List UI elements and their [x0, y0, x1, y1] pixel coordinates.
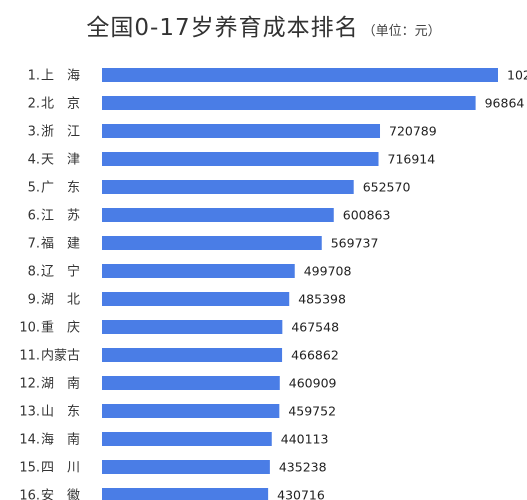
value-label: 467548	[291, 320, 339, 335]
category-label: 海 南	[41, 432, 80, 448]
value-label: 430716	[277, 488, 325, 500]
bar	[102, 180, 354, 194]
bar-row: 3. 浙 江 720789	[28, 124, 437, 140]
category-label: 浙 江	[41, 125, 80, 140]
bar-row: 14. 海 南 440113	[19, 432, 328, 448]
bar-row: 11. 内蒙古 466862	[19, 348, 338, 364]
rank-label: 16.	[19, 489, 40, 500]
rank-label: 3.	[28, 125, 40, 140]
value-label: 499708	[304, 264, 352, 279]
rank-label: 11.	[19, 349, 40, 364]
bar-row: 4. 天 津 716914	[28, 152, 436, 168]
bar	[102, 292, 290, 306]
bar	[102, 264, 295, 278]
value-label: 720789	[389, 124, 437, 139]
bar-row: 5. 广 东 652570	[28, 180, 411, 196]
bar	[102, 460, 270, 474]
value-label: 440113	[281, 432, 329, 447]
category-label: 四 川	[41, 461, 80, 476]
value-label: 435238	[279, 460, 327, 475]
bar-row: 1. 上 海 102	[28, 68, 527, 84]
bar-row: 15. 四 川 435238	[19, 460, 326, 476]
value-label: 569737	[331, 236, 379, 251]
chart-title: 全国0-17岁养育成本排名	[86, 15, 359, 41]
chart-title-block: 全国0-17岁养育成本排名 （单位：元）	[0, 8, 527, 42]
chart-subtitle: （单位：元）	[362, 24, 441, 39]
category-label: 上 海	[41, 69, 80, 84]
value-label: 652570	[363, 180, 411, 195]
category-label: 山 东	[41, 405, 80, 420]
category-label: 内蒙古	[41, 348, 80, 364]
bar	[102, 152, 379, 166]
bar	[102, 348, 283, 362]
bar	[102, 68, 498, 82]
value-label: 102	[507, 68, 527, 83]
rank-label: 12.	[19, 377, 40, 392]
value-label: 600863	[343, 208, 391, 223]
bar	[102, 208, 334, 222]
bar-row: 6. 江 苏 600863	[28, 208, 391, 224]
bar	[102, 236, 322, 250]
category-label: 福 建	[41, 237, 80, 252]
rank-label: 1.	[28, 69, 40, 84]
bar-row: 8. 辽 宁 499708	[28, 264, 352, 280]
bar-row: 16. 安 徽 430716	[19, 488, 325, 500]
value-label: 466862	[291, 348, 339, 363]
rank-label: 4.	[28, 153, 40, 168]
bar-row: 9. 湖 北 485398	[28, 292, 346, 308]
rank-label: 7.	[28, 237, 40, 252]
rank-label: 6.	[28, 209, 40, 224]
bar-row: 7. 福 建 569737	[28, 236, 379, 252]
bar	[102, 488, 269, 500]
rank-label: 9.	[28, 293, 40, 308]
rank-label: 14.	[19, 433, 40, 448]
value-label: 716914	[388, 152, 436, 167]
bar	[102, 376, 280, 390]
bar	[102, 432, 272, 446]
category-label: 天 津	[41, 153, 80, 168]
bar-row: 10. 重 庆 467548	[19, 320, 339, 336]
rank-label: 8.	[28, 265, 40, 280]
bar	[102, 320, 283, 334]
category-label: 湖 北	[41, 293, 80, 308]
rank-label: 13.	[19, 405, 40, 420]
category-label: 广 东	[41, 181, 80, 196]
rank-label: 10.	[19, 321, 40, 336]
category-label: 辽 宁	[41, 264, 80, 280]
category-label: 江 苏	[41, 208, 80, 224]
value-label: 459752	[288, 404, 336, 419]
bar	[102, 124, 381, 138]
value-label: 96864	[485, 96, 525, 111]
bar-row: 12. 湖 南 460909	[19, 376, 336, 392]
rank-label: 5.	[28, 181, 40, 196]
value-label: 485398	[298, 292, 346, 307]
category-label: 安 徽	[41, 489, 80, 500]
category-label: 湖 南	[41, 376, 80, 392]
bar	[102, 404, 280, 418]
bar-row: 2. 北 京 96864	[28, 96, 525, 112]
rank-label: 15.	[19, 461, 40, 476]
bar-row: 13. 山 东 459752	[19, 404, 336, 420]
category-label: 重 庆	[41, 320, 80, 336]
category-label: 北 京	[41, 97, 80, 112]
bar	[102, 96, 476, 110]
rank-label: 2.	[28, 97, 40, 112]
value-label: 460909	[289, 376, 337, 391]
